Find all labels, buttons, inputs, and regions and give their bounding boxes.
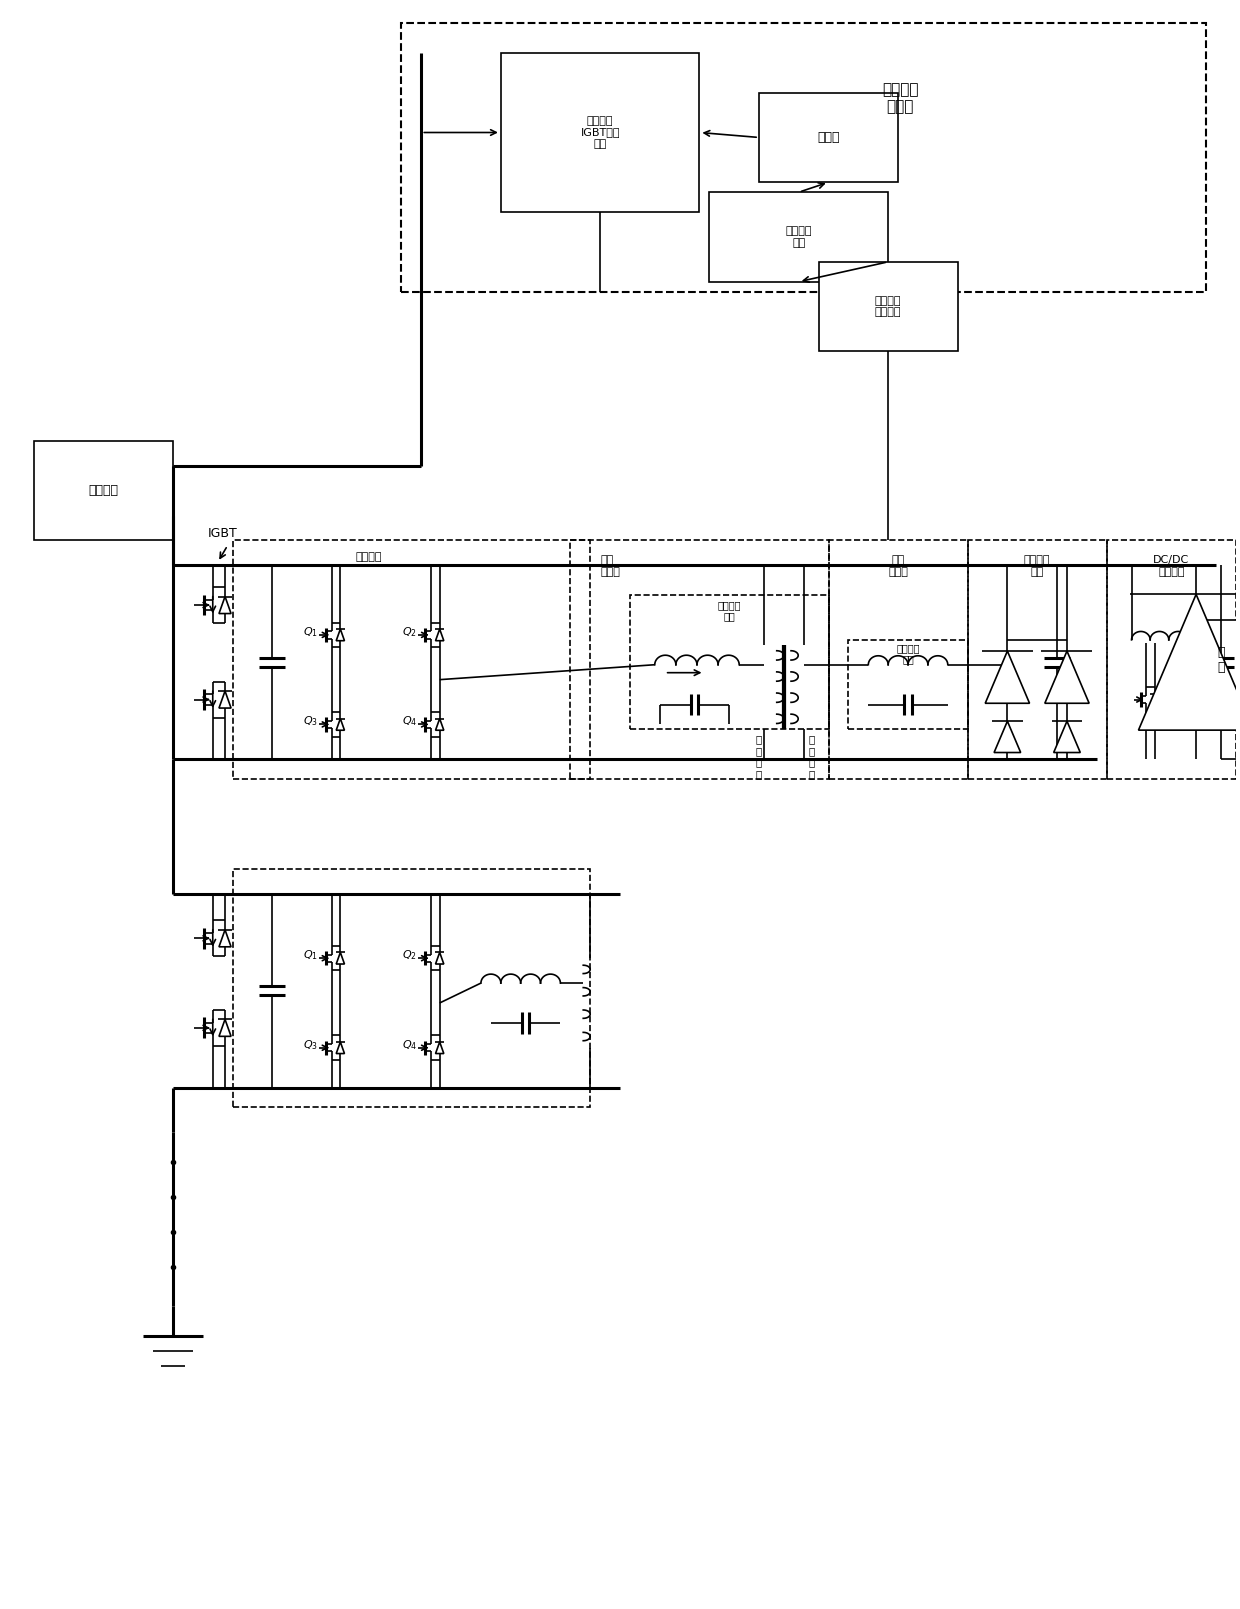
Text: 能量
发射端: 能量 发射端 [600, 555, 620, 578]
Bar [630, 595, 828, 729]
Polygon shape [219, 1020, 231, 1036]
Text: 控制器: 控制器 [817, 130, 839, 143]
Polygon shape [219, 597, 231, 613]
Text: 带保护的
IGBT驱动
模块: 带保护的 IGBT驱动 模块 [580, 116, 620, 150]
Bar [848, 640, 967, 729]
Polygon shape [336, 629, 345, 640]
Polygon shape [435, 1043, 444, 1054]
Text: $Q_3$: $Q_3$ [303, 1038, 317, 1052]
Polygon shape [1138, 594, 1240, 730]
Text: $Q_4$: $Q_4$ [402, 714, 417, 729]
Text: 位置检测
模块: 位置检测 模块 [786, 227, 812, 248]
Bar [570, 541, 828, 779]
Bar [1107, 541, 1236, 779]
Polygon shape [435, 629, 444, 640]
Text: 接
收
线
圈: 接 收 线 圈 [808, 734, 815, 779]
Bar [759, 93, 898, 182]
Bar [33, 441, 174, 541]
Text: 副边整流
电路: 副边整流 电路 [1024, 555, 1050, 578]
Polygon shape [336, 953, 345, 964]
Text: 负
载: 负 载 [1218, 645, 1225, 674]
Polygon shape [336, 719, 345, 730]
Text: 控制与检
测模块: 控制与检 测模块 [882, 82, 919, 114]
Bar [967, 541, 1107, 779]
Bar [402, 23, 1207, 291]
Bar [1187, 619, 1240, 700]
Polygon shape [994, 721, 1021, 753]
Text: 逆变电路: 逆变电路 [355, 552, 382, 562]
Text: 副边谐振
电路: 副边谐振 电路 [897, 644, 920, 665]
Bar [818, 262, 957, 351]
Bar [828, 541, 967, 779]
Text: $Q_2$: $Q_2$ [402, 624, 417, 639]
Text: DC/DC
变换电路: DC/DC 变换电路 [1153, 555, 1189, 578]
Polygon shape [219, 930, 231, 946]
Polygon shape [435, 719, 444, 730]
Polygon shape [435, 953, 444, 964]
Polygon shape [1151, 693, 1159, 705]
Text: 能量
接收端: 能量 接收端 [888, 555, 908, 578]
Text: $Q_3$: $Q_3$ [303, 714, 317, 729]
Polygon shape [986, 652, 1029, 703]
Text: $Q_2$: $Q_2$ [402, 948, 417, 962]
Text: IGBT: IGBT [208, 528, 238, 541]
Text: 接收线圈
位置信息: 接收线圈 位置信息 [875, 296, 901, 317]
Bar [233, 541, 590, 779]
Text: 直流母线: 直流母线 [88, 484, 119, 497]
Bar [501, 53, 699, 212]
Bar [709, 191, 888, 282]
Text: $Q_1$: $Q_1$ [303, 948, 317, 962]
Text: 发
射
线
圈: 发 射 线 圈 [756, 734, 763, 779]
Polygon shape [336, 1043, 345, 1054]
Polygon shape [1045, 652, 1089, 703]
Polygon shape [219, 690, 231, 708]
Text: $Q_1$: $Q_1$ [303, 624, 317, 639]
Polygon shape [1054, 721, 1080, 753]
Text: 原边谐振
电路: 原边谐振 电路 [718, 600, 742, 621]
Text: $Q_4$: $Q_4$ [402, 1038, 417, 1052]
Bar [233, 869, 590, 1107]
